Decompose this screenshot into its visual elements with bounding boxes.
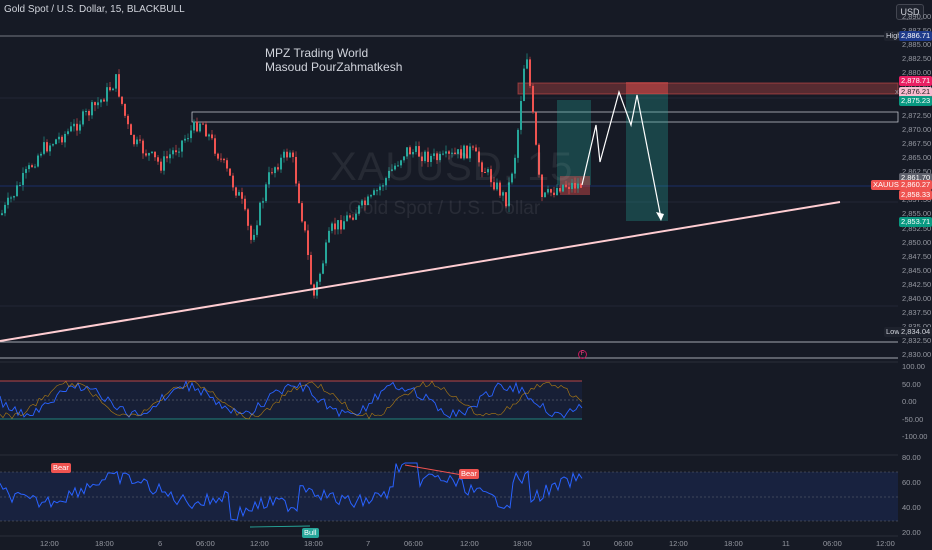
- price-tick: 2,847.50: [902, 251, 932, 261]
- trendline[interactable]: [0, 201, 841, 342]
- horizontal-levels: [0, 35, 899, 359]
- time-tick: 06:00: [614, 539, 633, 548]
- zone-mid-tag: 2,876.21: [899, 87, 932, 97]
- info-marker[interactable]: F: [578, 350, 587, 359]
- price-tick: 2,850.00: [902, 237, 932, 247]
- rsi-tick: 80.00: [902, 453, 921, 462]
- low-value: 2,834.04: [899, 327, 932, 337]
- symbol-tag: XAUUSD: [871, 180, 907, 190]
- rsi-bear-label-2: Bear: [459, 469, 479, 479]
- price-tick: 2,852.50: [902, 223, 932, 233]
- price-tick: 2,862.50: [902, 167, 932, 177]
- author-annotation[interactable]: MPZ Trading World Masoud PourZahmatkesh: [265, 46, 402, 74]
- zone-top-tag: 2,878.71: [899, 76, 932, 86]
- price-tick: 2,835.00: [902, 322, 931, 331]
- level-b-tag: 2,858.33: [899, 190, 932, 200]
- cci-panel[interactable]: [0, 361, 898, 420]
- time-tick: 18:00: [95, 539, 114, 548]
- rsi-bull-label: Bull: [302, 528, 319, 538]
- time-tick: 12:00: [40, 539, 59, 548]
- time-tick: 12:00: [876, 539, 895, 548]
- current-price-tag: 2,860.27: [899, 180, 932, 190]
- time-tick: 06:00: [823, 539, 842, 548]
- projection-path: [581, 90, 662, 219]
- time-tick: 06:00: [196, 539, 215, 548]
- price-tick: 2,830.00: [902, 350, 932, 360]
- cci-tick: 100.00: [902, 362, 925, 371]
- rsi-panel[interactable]: [0, 454, 898, 528]
- price-tick: 2,890.00: [902, 12, 932, 21]
- watermark-name: Gold Spot / U.S. Dollar: [348, 198, 541, 219]
- time-tick: 12:00: [669, 539, 688, 548]
- rsi-bear-label-1: Bear: [51, 463, 71, 473]
- time-tick: 11: [782, 539, 790, 548]
- cci-tick: -100.00: [902, 432, 928, 441]
- price-tick: 2,885.00: [902, 40, 932, 50]
- high-tag: High: [884, 31, 904, 41]
- level-a-tag: 2,861.70: [899, 173, 932, 183]
- price-tick: 2,837.50: [902, 308, 932, 318]
- price-tick: 2,842.50: [902, 279, 932, 289]
- low-tag: Low: [884, 327, 902, 337]
- annotation-line-2: Masoud PourZahmatkesh: [265, 60, 403, 74]
- rsi-tick: 60.00: [902, 478, 921, 487]
- time-tick: 18:00: [304, 539, 323, 548]
- price-tick: 2,880.00: [902, 68, 932, 78]
- annotation-line-1: MPZ Trading World: [265, 46, 369, 60]
- time-tick: 18:00: [724, 539, 743, 548]
- time-tick: 12:00: [460, 539, 479, 548]
- time-tick: 7: [366, 539, 371, 548]
- symbol-info[interactable]: Gold Spot / U.S. Dollar, 15, BLACKBULL: [4, 4, 185, 15]
- projection-arrow: [656, 212, 664, 221]
- zone-green-tag: 2,875.23: [899, 96, 932, 106]
- high-label: High: [886, 31, 902, 40]
- price-tick: 2,882.50: [902, 54, 932, 64]
- price-tick: 2,867.50: [902, 138, 932, 148]
- cci-tick: -50.00: [902, 414, 924, 424]
- risk-zone-2[interactable]: [626, 82, 668, 94]
- price-tick: 2,872.50: [902, 110, 932, 120]
- price-tick: 2,845.00: [902, 265, 932, 275]
- profit-zone-2[interactable]: [626, 94, 668, 221]
- time-tick: 06:00: [404, 539, 423, 548]
- high-value: 2,886.71: [899, 31, 932, 41]
- currency-button[interactable]: USD: [896, 4, 924, 20]
- cci-tick: 50.00: [902, 379, 921, 389]
- time-tick: 6: [158, 539, 163, 548]
- candles: [1, 53, 582, 299]
- supply-zone[interactable]: [517, 82, 899, 95]
- price-tick: 2,832.50: [902, 336, 932, 346]
- price-tick: 2,870.00: [902, 124, 932, 134]
- time-tick: 18:00: [513, 539, 532, 548]
- time-tick: 10: [582, 539, 591, 548]
- rsi-tick: 40.00: [902, 503, 921, 512]
- x-mark: x: [895, 87, 899, 96]
- price-tick: 2,865.00: [902, 153, 932, 162]
- grid-lines: [0, 97, 898, 307]
- target-tag: 2,853.71: [899, 217, 932, 227]
- price-tick: 2,855.00: [902, 209, 932, 219]
- rsi-tick: 20.00: [902, 528, 921, 537]
- low-label: Low: [886, 327, 900, 336]
- price-tick: 2,887.50: [902, 26, 931, 35]
- time-tick: 12:00: [250, 539, 269, 548]
- watermark-ticker: XAUUSD, 15: [330, 145, 574, 189]
- price-tick: 2,840.00: [902, 294, 932, 303]
- cci-tick: 0.00: [902, 397, 917, 406]
